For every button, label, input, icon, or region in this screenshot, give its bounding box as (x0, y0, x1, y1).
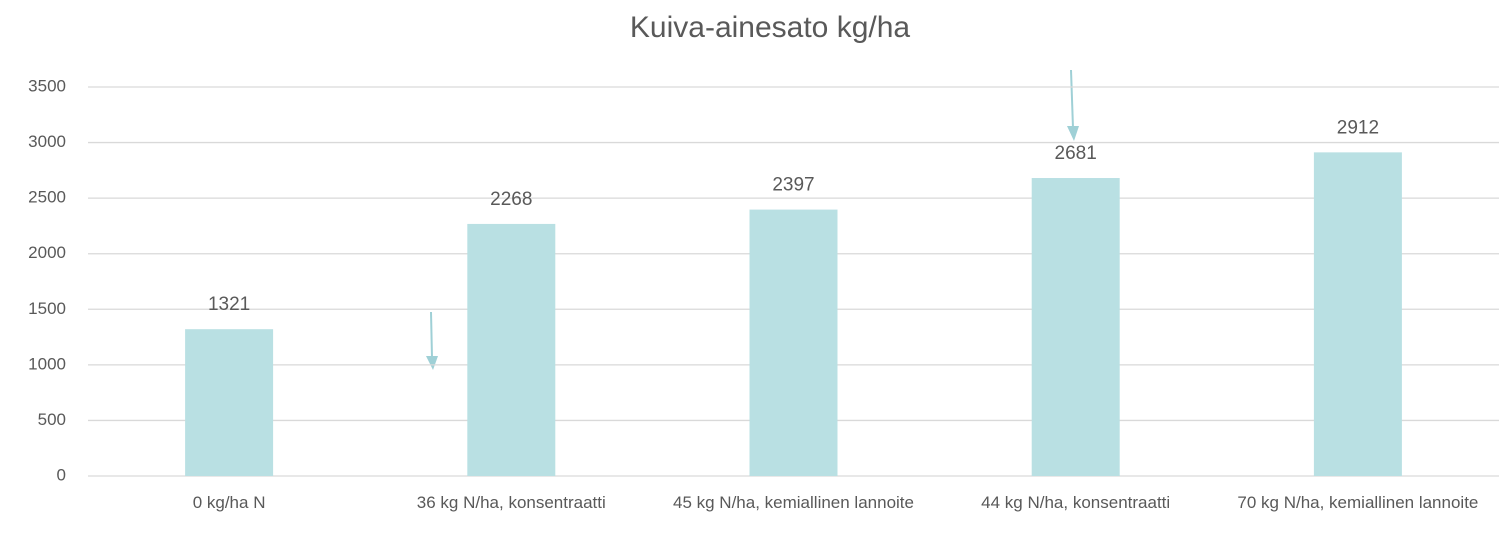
x-tick-label: 70 kg N/ha, kemiallinen lannoite (1237, 493, 1479, 512)
y-tick-label: 1000 (28, 354, 66, 373)
chart-title: Kuiva-ainesato kg/ha (630, 11, 910, 44)
y-tick-label: 3000 (28, 132, 66, 151)
y-tick-label: 3500 (28, 76, 66, 95)
x-tick-label: 44 kg N/ha, konsentraatti (981, 493, 1171, 512)
bar (185, 329, 274, 476)
data-label: 2397 (772, 175, 814, 196)
data-label: 2268 (490, 189, 532, 210)
bar (1313, 152, 1402, 477)
x-tick-label: 45 kg N/ha, kemiallinen lannoite (673, 493, 914, 512)
data-label: 1321 (208, 294, 250, 315)
arrow (1067, 69, 1079, 141)
data-label: 2912 (1337, 117, 1379, 138)
bar (1031, 178, 1120, 476)
y-tick-label: 2500 (28, 188, 66, 207)
y-tick-label: 2000 (28, 243, 66, 262)
bar (749, 209, 838, 476)
y-tick-label: 1500 (28, 299, 66, 318)
data-label: 2681 (1055, 143, 1097, 164)
x-tick-label: 0 kg/ha N (192, 493, 266, 512)
y-tick-label: 0 (57, 465, 66, 484)
arrow (426, 311, 438, 370)
bar (467, 223, 556, 476)
y-tick-label: 500 (38, 410, 66, 429)
x-tick-label: 36 kg N/ha, konsentraatti (416, 493, 606, 512)
